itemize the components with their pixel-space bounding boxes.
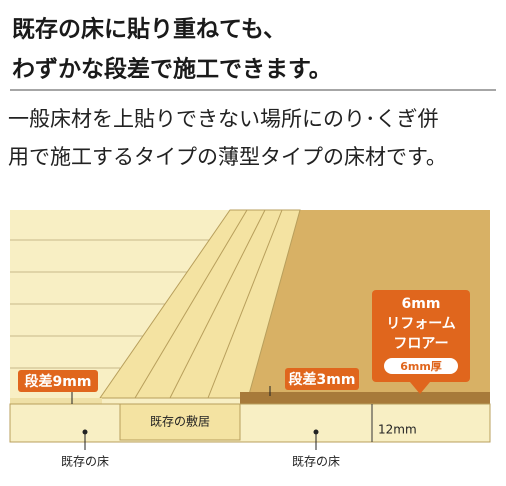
board-ribs <box>134 209 283 399</box>
reform-floor <box>240 392 490 404</box>
callout-pointer <box>410 382 430 394</box>
step-left-box <box>18 370 98 392</box>
body-line: 一般床材を上貼りできない場所にのり･くぎ併 <box>8 107 439 131</box>
floor-label: 既存の床 <box>292 455 340 469</box>
dot <box>82 429 88 435</box>
badge <box>384 358 458 374</box>
threshold <box>119 403 241 441</box>
dot <box>313 429 319 435</box>
threshold-label: 既存の敷居 <box>150 414 210 429</box>
heading-line: 既存の床に貼り重ねても、 <box>12 16 286 43</box>
callout-line: リフォーム <box>386 316 456 332</box>
thickness-label: 12mm <box>378 423 417 437</box>
heading-line: わずかな段差で施工できます。 <box>12 56 332 83</box>
callout-line: 6mm <box>402 296 441 312</box>
body-line: 用で施工するタイプの薄型タイプの床材です。 <box>8 145 447 169</box>
old-floor-top <box>10 398 102 404</box>
badge-label: 6mm厚 <box>400 360 442 373</box>
old-floor <box>9 403 491 443</box>
step-right-box <box>285 368 359 390</box>
floor-label: 既存の床 <box>61 455 109 469</box>
diagram: 既存の敷居 12mm 段差9mm 段差3mm 6mm リフォーム フロアー 6m… <box>9 209 491 450</box>
floor-lines <box>10 239 220 369</box>
step-left-label: 段差9mm <box>25 373 92 390</box>
callout-line: フロアー <box>393 336 448 352</box>
step-right-label: 段差3mm <box>289 371 356 388</box>
